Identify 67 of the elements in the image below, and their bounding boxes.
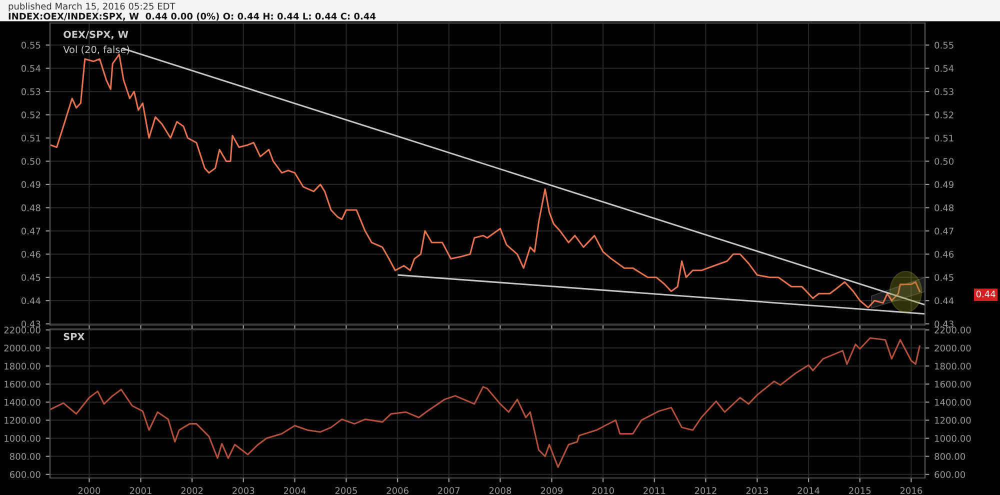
y2-tick-label: 0.51 xyxy=(934,134,954,142)
x-tick-label: 2013 xyxy=(746,487,768,494)
y-tick-label: 0.44 xyxy=(21,297,40,304)
text: 0.44 xyxy=(976,290,996,298)
x-tick-label: 2011 xyxy=(644,487,666,494)
y2-tick-label: 0.48 xyxy=(934,204,954,212)
y-tick-label: 0.52 xyxy=(21,111,40,118)
y2-tick-label: 1000.00 xyxy=(935,434,971,442)
y-tick-label: 0.54 xyxy=(21,65,40,72)
annotation: Vol (20, false) xyxy=(63,46,130,54)
y-tick-label: 1600.00 xyxy=(4,380,40,388)
y2-tick-label: 0.45 xyxy=(934,274,954,281)
x-tick-label: 2007 xyxy=(438,487,460,494)
y2-tick-label: 0.49 xyxy=(934,181,954,188)
y-tick-label: 0.43 xyxy=(21,320,40,328)
x-tick-label: 2004 xyxy=(284,487,306,494)
x-tick-label: 2012 xyxy=(694,487,716,494)
y-tick-label: 0.47 xyxy=(21,228,40,234)
y-tick-label: 0.49 xyxy=(21,181,40,188)
y-tick-label: 600.00 xyxy=(10,471,40,478)
x-tick-label: 2016 xyxy=(900,487,922,494)
x-tick-label: 2002 xyxy=(181,487,203,494)
x-tick-label: 2006 xyxy=(386,487,408,494)
y2-tick-label: 0.52 xyxy=(934,111,954,118)
annotation: SPX xyxy=(64,332,85,340)
y2-tick-label: 1200.00 xyxy=(935,416,971,424)
y-tick-label: 2000.00 xyxy=(4,344,40,352)
y-tick-label: 1800.00 xyxy=(4,362,40,370)
y2-tick-label: 600.00 xyxy=(934,471,966,478)
y-tick-label: 0.45 xyxy=(21,274,40,281)
y-tick-label: 0.53 xyxy=(21,88,40,96)
x-tick-label: 2015 xyxy=(849,487,871,494)
x-tick-label: 2009 xyxy=(540,487,563,494)
y2-tick-label: 800.00 xyxy=(934,453,966,460)
y-tick-label: 0.48 xyxy=(21,204,40,212)
y2-tick-label: 0.53 xyxy=(934,88,954,96)
y2-tick-label: 0.54 xyxy=(934,65,954,72)
y-tick-label: 2200.00 xyxy=(4,326,40,334)
y-tick-label: 1400.00 xyxy=(4,398,40,406)
y-tick-label: 0.50 xyxy=(21,158,40,165)
y2-tick-label: 1400.00 xyxy=(935,398,971,406)
y2-tick-label: 2200.00 xyxy=(934,326,971,334)
y-tick-label: 0.55 xyxy=(21,42,40,49)
annotation: OEX/SPX, W xyxy=(64,30,128,40)
y2-tick-label: 0.55 xyxy=(934,42,954,49)
x-tick-label: 2001 xyxy=(130,487,152,494)
y2-tick-label: 0.44 xyxy=(934,297,954,304)
y2-tick-label: 2000.00 xyxy=(934,344,971,352)
y2-tick-label: 1800.00 xyxy=(935,362,971,370)
x-tick-label: 2000 xyxy=(78,487,100,494)
chart-subtitle: published March 15, 2016 05:25 EDT xyxy=(8,2,176,12)
y-tick-label: 1000.00 xyxy=(4,434,40,442)
y2-tick-label: 0.46 xyxy=(934,250,954,258)
x-tick-label: 2008 xyxy=(489,487,512,494)
x-tick-label: 2010 xyxy=(592,487,614,494)
x-tick-label: 2005 xyxy=(335,487,357,494)
y2-tick-label: 0.43 xyxy=(934,320,954,328)
y2-tick-label: 0.47 xyxy=(934,228,954,234)
chart-title: INDEX:OEX/INDEX:SPX, W 0.44 0.00 (0%) O: 0.44 H: 0.44 L: 0.44 C: 0.44 xyxy=(8,12,376,21)
y-tick-label: 0.51 xyxy=(21,134,40,142)
y2-tick-label: 0.50 xyxy=(934,158,954,165)
y-tick-label: 1200.00 xyxy=(4,416,40,424)
x-tick-label: 2014 xyxy=(798,487,820,494)
y-tick-label: 0.46 xyxy=(21,250,40,258)
x-tick-label: 2003 xyxy=(232,487,254,494)
y2-tick-label: 1600.00 xyxy=(935,380,971,388)
y-tick-label: 800.00 xyxy=(10,453,40,460)
